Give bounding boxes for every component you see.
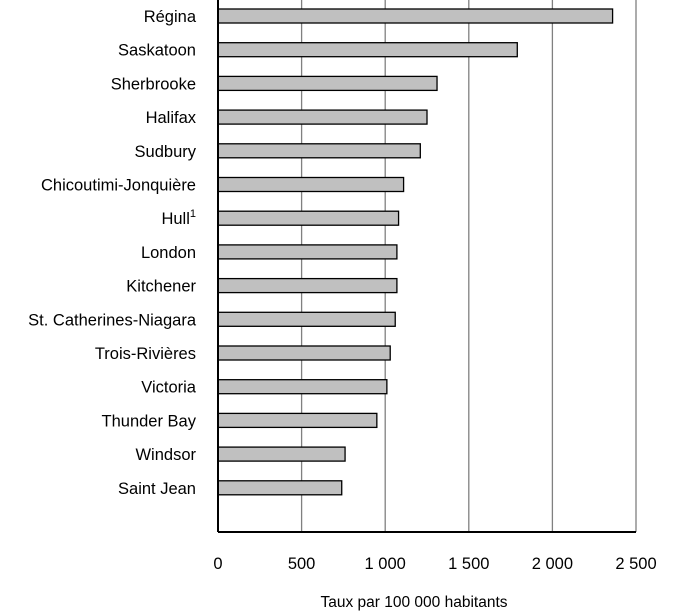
bar-14 [217, 480, 343, 496]
x-tick-label-0: 0 [213, 555, 222, 573]
axes [217, 0, 636, 533]
bar-6 [217, 210, 400, 226]
x-tick-label-1: 500 [288, 555, 316, 573]
bar-0 [217, 8, 614, 24]
bar-9 [217, 311, 396, 327]
bars [217, 8, 614, 496]
x-tick-label-2: 1 000 [365, 555, 406, 573]
category-label-7: London [141, 244, 196, 262]
bar-11 [217, 379, 388, 395]
x-tick-labels: 0 500 1 000 1 500 2 000 2 500 [213, 555, 656, 573]
bar-1 [217, 42, 518, 58]
bar-13 [217, 446, 346, 462]
footnote-marker: 1 [190, 208, 196, 220]
x-tick-label-5: 2 500 [615, 555, 656, 573]
bar-4 [217, 143, 421, 159]
category-label-5: Chicoutimi-Jonquière [41, 177, 196, 195]
category-label-6: Hull1 [161, 208, 196, 228]
x-tick-label-3: 1 500 [448, 555, 489, 573]
category-label-0: Régina [144, 8, 197, 26]
bar-12 [217, 412, 378, 429]
category-label-1: Saskatoon [118, 42, 196, 60]
category-label-2: Sherbrooke [111, 75, 196, 93]
category-label-9: St. Catherines-Niagara [28, 311, 197, 329]
category-label-3: Halifax [146, 109, 197, 127]
category-label-12: Thunder Bay [102, 412, 197, 430]
category-label-11: Victoria [141, 379, 197, 397]
bar-5 [217, 176, 405, 193]
category-labels: Régina Saskatoon Sherbrooke Halifax Sudbury C… [28, 8, 197, 498]
bar-2 [217, 75, 438, 92]
category-label-4: Sudbury [135, 143, 197, 161]
bar-3 [217, 109, 428, 125]
category-label-13: Windsor [135, 446, 196, 464]
category-label-10: Trois-Rivières [95, 345, 196, 363]
x-tick-label-4: 2 000 [532, 555, 573, 573]
x-axis-title: Taux par 100 000 habitants [321, 594, 508, 611]
bar-10 [217, 345, 391, 361]
bar-8 [217, 277, 398, 294]
bar-7 [217, 244, 398, 260]
category-label-14: Saint Jean [118, 480, 196, 498]
category-label-8: Kitchener [126, 278, 196, 296]
